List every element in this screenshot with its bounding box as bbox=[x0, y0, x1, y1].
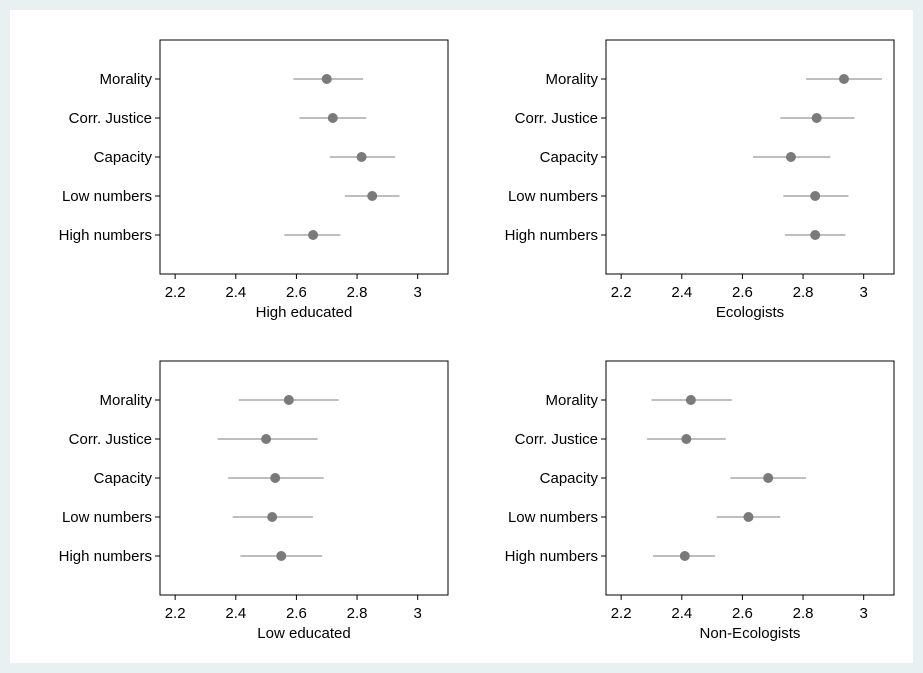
panel-non-ecologists: Morality Corr. Justice Capacity Low numbers… bbox=[505, 360, 895, 642]
y-tick-label: Low numbers bbox=[62, 188, 152, 205]
point-estimate bbox=[763, 473, 774, 483]
x-axis-title: Low educated bbox=[257, 625, 350, 642]
point-estimate bbox=[785, 152, 796, 162]
x-tick-label: 2.2 bbox=[611, 284, 632, 301]
x-tick-label: 3 bbox=[414, 605, 422, 622]
point-estimate bbox=[838, 74, 849, 84]
panel-low-educated: Morality Corr. Justice Capacity Low numbers… bbox=[59, 360, 449, 642]
x-tick-label: 2.4 bbox=[225, 605, 246, 622]
figure: Morality Corr. Justice Capacity Low numbers… bbox=[10, 10, 913, 663]
y-tick-label: Capacity bbox=[540, 470, 599, 487]
point-estimate bbox=[308, 230, 319, 240]
point-estimate bbox=[811, 113, 822, 123]
y-tick-label: Corr. Justice bbox=[69, 431, 152, 448]
panel-high-educated: Morality Corr. Justice Capacity Low numbers… bbox=[59, 39, 449, 321]
point-estimate bbox=[679, 551, 690, 561]
y-tick-label: Capacity bbox=[94, 470, 153, 487]
y-tick-label: Morality bbox=[99, 392, 152, 409]
x-tick-label: 3 bbox=[414, 284, 422, 301]
point-estimate bbox=[681, 434, 692, 444]
x-tick-label: 2.8 bbox=[793, 605, 814, 622]
y-tick-label: Morality bbox=[99, 71, 152, 88]
y-tick-label: High numbers bbox=[59, 227, 152, 244]
x-axis-title: High educated bbox=[256, 304, 353, 321]
point-estimate bbox=[810, 191, 821, 201]
y-tick-label: Corr. Justice bbox=[69, 110, 152, 127]
x-tick-label: 2.8 bbox=[793, 284, 814, 301]
x-tick-label: 2.4 bbox=[225, 284, 246, 301]
x-tick-label: 2.2 bbox=[165, 605, 186, 622]
y-tick-label: High numbers bbox=[59, 548, 152, 565]
x-tick-label: 2.8 bbox=[347, 284, 368, 301]
x-tick-label: 2.6 bbox=[286, 605, 307, 622]
y-tick-label: Corr. Justice bbox=[515, 110, 598, 127]
panel-ecologists: Morality Corr. Justice Capacity Low numbers… bbox=[505, 39, 895, 321]
point-estimate bbox=[276, 551, 287, 561]
y-tick-label: Low numbers bbox=[62, 509, 152, 526]
y-tick-label: High numbers bbox=[505, 548, 598, 565]
y-tick-label: Corr. Justice bbox=[515, 431, 598, 448]
point-estimate bbox=[327, 113, 338, 123]
x-tick-label: 2.2 bbox=[165, 284, 186, 301]
x-tick-label: 2.2 bbox=[611, 605, 632, 622]
x-tick-label: 2.4 bbox=[671, 605, 692, 622]
x-axis-title: Non-Ecologists bbox=[700, 625, 801, 642]
x-tick-label: 2.6 bbox=[732, 605, 753, 622]
plot-frame bbox=[159, 39, 449, 275]
point-estimate bbox=[270, 473, 281, 483]
point-estimate bbox=[685, 395, 696, 405]
x-tick-label: 2.6 bbox=[732, 284, 753, 301]
x-tick-label: 3 bbox=[860, 284, 868, 301]
x-tick-label: 2.6 bbox=[286, 284, 307, 301]
plot-frame bbox=[605, 39, 895, 275]
x-tick-label: 2.4 bbox=[671, 284, 692, 301]
y-tick-label: Capacity bbox=[540, 149, 599, 166]
x-tick-label: 3 bbox=[860, 605, 868, 622]
point-estimate bbox=[321, 74, 332, 84]
point-estimate bbox=[283, 395, 294, 405]
point-estimate bbox=[261, 434, 272, 444]
y-tick-label: Low numbers bbox=[508, 188, 598, 205]
point-estimate bbox=[356, 152, 367, 162]
x-axis-title: Ecologists bbox=[716, 304, 784, 321]
point-estimate bbox=[367, 191, 378, 201]
y-tick-label: High numbers bbox=[505, 227, 598, 244]
coefficient-plot-grid: Morality Corr. Justice Capacity Low numbers… bbox=[59, 39, 895, 642]
point-estimate bbox=[267, 512, 278, 522]
y-tick-label: Morality bbox=[545, 392, 598, 409]
y-tick-label: Morality bbox=[545, 71, 598, 88]
y-tick-label: Low numbers bbox=[508, 509, 598, 526]
y-tick-label: Capacity bbox=[94, 149, 153, 166]
point-estimate bbox=[810, 230, 821, 240]
x-tick-label: 2.8 bbox=[347, 605, 368, 622]
point-estimate bbox=[743, 512, 754, 522]
